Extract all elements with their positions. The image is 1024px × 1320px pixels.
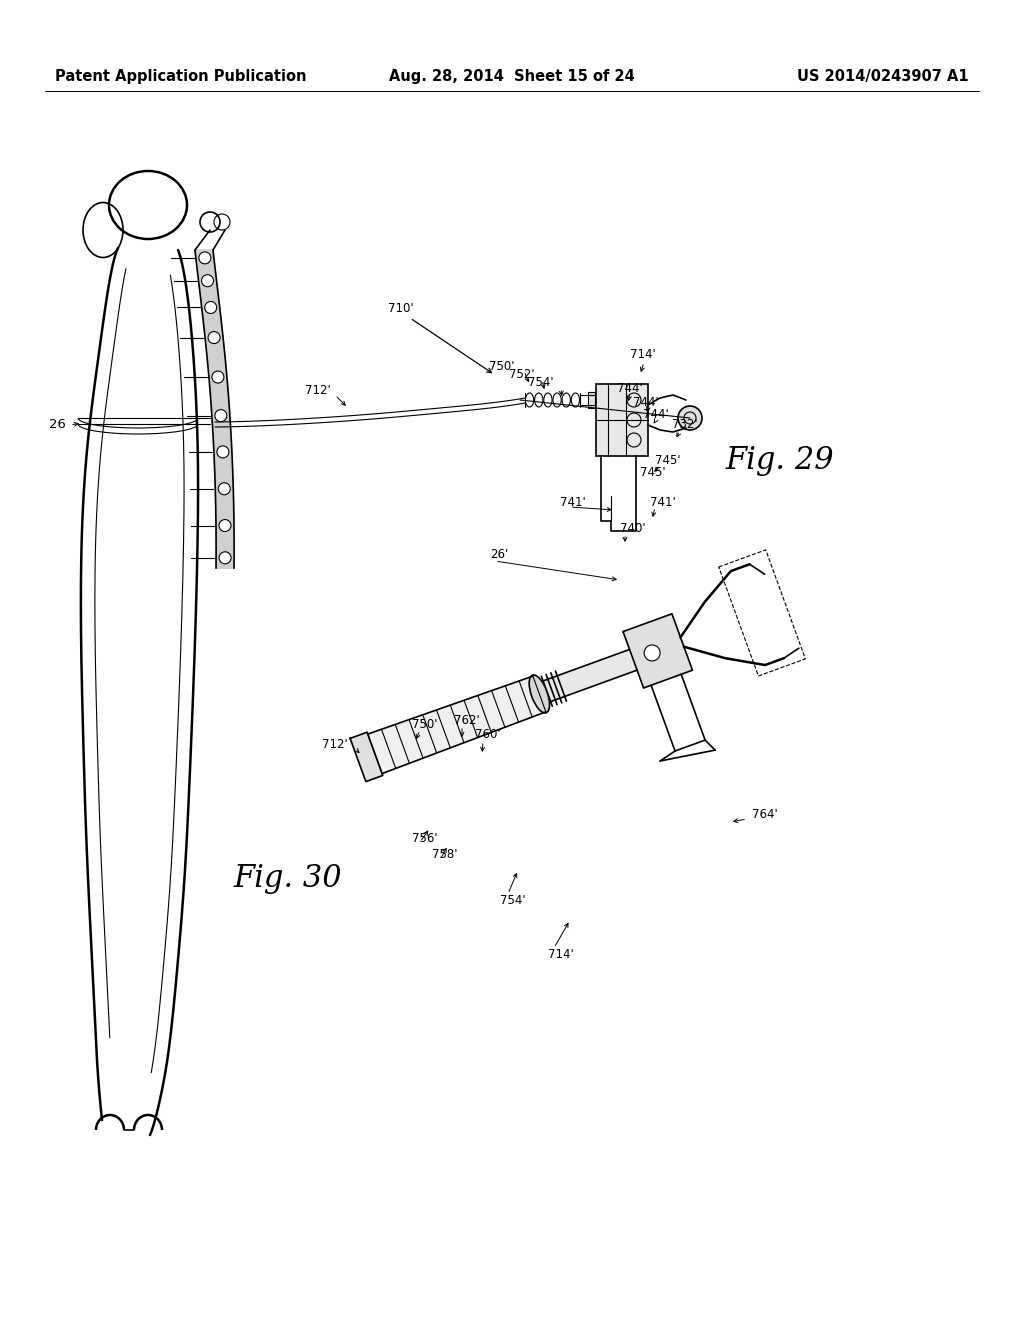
- Text: 732': 732': [672, 418, 697, 432]
- Text: 741': 741': [650, 495, 676, 508]
- Circle shape: [678, 407, 702, 430]
- Text: 764': 764': [752, 808, 778, 821]
- Text: 744': 744': [617, 381, 643, 395]
- Text: 745': 745': [640, 466, 666, 479]
- Text: 741': 741': [560, 495, 586, 508]
- Text: 712': 712': [305, 384, 331, 396]
- Circle shape: [219, 520, 231, 532]
- Text: 740': 740': [620, 521, 645, 535]
- Text: 26: 26: [48, 418, 66, 432]
- Bar: [588, 392, 602, 408]
- Text: 745': 745': [655, 454, 681, 466]
- Text: 744': 744': [633, 396, 658, 408]
- Text: 754': 754': [500, 894, 525, 907]
- Ellipse shape: [529, 675, 550, 713]
- Text: 758': 758': [432, 849, 458, 862]
- Text: 710': 710': [388, 301, 414, 314]
- Text: 756': 756': [412, 832, 437, 845]
- Bar: [596, 384, 648, 455]
- Polygon shape: [195, 249, 234, 569]
- Text: 750': 750': [412, 718, 437, 731]
- Circle shape: [217, 446, 229, 458]
- Text: Fig. 29: Fig. 29: [726, 445, 835, 475]
- Circle shape: [202, 275, 214, 286]
- Text: 26': 26': [490, 549, 508, 561]
- Polygon shape: [543, 649, 637, 702]
- Polygon shape: [368, 676, 546, 774]
- Circle shape: [212, 371, 224, 383]
- Circle shape: [208, 331, 220, 343]
- Text: 744': 744': [643, 408, 669, 421]
- Polygon shape: [350, 733, 383, 781]
- Text: 754': 754': [528, 376, 554, 389]
- Text: 762': 762': [454, 714, 480, 726]
- Circle shape: [205, 301, 217, 313]
- Text: 752': 752': [509, 368, 535, 381]
- Text: 714': 714': [630, 348, 655, 362]
- Text: 760': 760': [475, 729, 501, 742]
- Text: 714': 714': [548, 949, 573, 961]
- Polygon shape: [623, 614, 692, 688]
- Circle shape: [218, 483, 230, 495]
- Text: Aug. 28, 2014  Sheet 15 of 24: Aug. 28, 2014 Sheet 15 of 24: [389, 69, 635, 83]
- Text: Patent Application Publication: Patent Application Publication: [55, 69, 306, 83]
- Circle shape: [644, 645, 660, 661]
- Text: 750': 750': [489, 359, 515, 372]
- Text: US 2014/0243907 A1: US 2014/0243907 A1: [798, 69, 969, 83]
- Text: 712': 712': [323, 738, 348, 751]
- Text: Fig. 30: Fig. 30: [233, 862, 342, 894]
- Circle shape: [219, 552, 231, 564]
- Circle shape: [215, 409, 227, 421]
- Circle shape: [199, 252, 211, 264]
